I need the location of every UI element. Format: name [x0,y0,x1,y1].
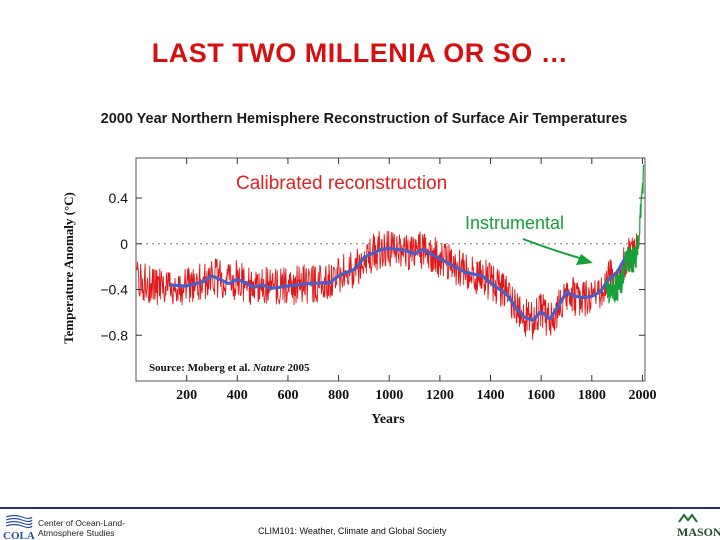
instrumental-annotation: Instrumental [465,213,564,233]
x-tick-label: 800 [328,388,349,403]
source-citation: Source: Moberg et al. Nature 2005 [149,362,310,374]
x-tick-label: 600 [277,388,298,403]
footer-divider [0,507,720,509]
x-tick-label: 1200 [426,388,454,403]
x-tick-label: 1800 [578,388,606,403]
series-layer [135,164,645,340]
slide-title: LAST TWO MILLENIA OR SO … [151,38,569,68]
plot-frame [135,157,646,382]
footer-org-line1: Center of Ocean-Land- [38,518,125,528]
footer-course: CLIM101: Weather, Climate and Global Soc… [258,526,447,536]
source-year: 2005 [285,362,310,374]
source-journal: Nature [252,362,285,374]
footer-org-line2: Atmosphere Studies [38,528,115,538]
x-tick-label: 2000 [628,388,656,403]
temperature-chart: 200 400 600 800 1000 1200 1400 1600 1800 2000 0.4 0… [61,157,656,427]
y-tick-label: −0.4 [100,282,128,298]
axes-layer: 200 400 600 800 1000 1200 1400 1600 1800 2000 0.4 0… [100,158,656,403]
cola-logo: COLA [3,514,35,540]
y-tick-label: 0 [120,236,128,252]
plot-area [135,157,646,382]
instrumental-arrow [522,238,584,260]
x-tick-label: 1000 [375,388,403,403]
cola-logo-text: COLA [3,530,35,540]
x-axis-label: Years [371,412,405,427]
source-prefix: Source: Moberg et al. [149,362,253,374]
series-line-instrumental [605,164,645,304]
footer-organization: Center of Ocean-Land- Atmosphere Studies [38,518,138,538]
x-tick-label: 1600 [527,388,555,403]
y-tick-label: −0.8 [100,327,128,343]
chart-title: 2000 Year Northern Hemisphere Reconstruc… [100,111,628,127]
y-tick-label: 0.4 [109,190,129,206]
x-tick-label: 1400 [477,388,505,403]
mason-logo-text: MASON [677,525,720,539]
y-axis-label: Temperature Anomaly (°C) [61,192,76,344]
x-tick-label: 400 [227,388,248,403]
mason-logo-mark [678,513,698,523]
series-line-calibrated-reconstruction [135,230,638,340]
x-tick-label: 200 [176,388,197,403]
mason-logo: MASON [677,513,720,539]
instrumental-arrowhead [576,254,593,265]
reconstruction-annotation: Calibrated reconstruction [236,173,447,194]
series-line-smoothed [169,246,637,322]
